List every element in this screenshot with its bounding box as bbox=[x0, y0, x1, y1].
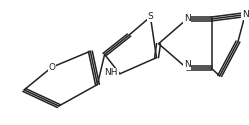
Text: N: N bbox=[184, 14, 190, 24]
Text: O: O bbox=[48, 63, 55, 72]
Text: S: S bbox=[148, 12, 153, 21]
Text: N: N bbox=[184, 60, 190, 69]
Text: NH: NH bbox=[105, 68, 118, 77]
Text: N: N bbox=[242, 10, 249, 19]
